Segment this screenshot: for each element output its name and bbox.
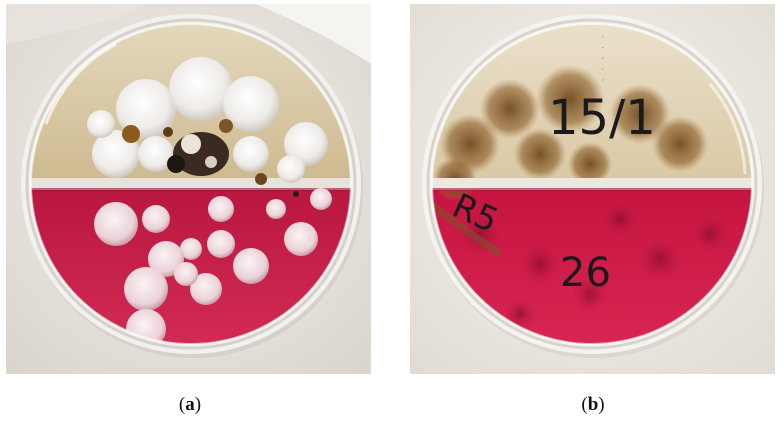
caption-b: (b) <box>563 394 623 416</box>
caption-a-close: ) <box>194 394 202 415</box>
colony-cluster-top <box>87 57 328 185</box>
caption-a: (a) <box>160 394 220 416</box>
svg-text:· · · · ·: · · · · · <box>597 34 607 83</box>
petri-dish-photo-a <box>6 4 371 374</box>
petri-dish-photo-b: · · · · · 15/1 R5 26 <box>410 4 775 374</box>
caption-a-letter: a <box>185 394 195 415</box>
handwriting-top: 15/1 <box>548 90 656 146</box>
colony-cluster-bottom <box>94 188 332 344</box>
caption-b-open: ( <box>581 394 588 415</box>
handwriting-bottom: 26 <box>560 250 611 296</box>
caption-b-letter: b <box>587 394 599 415</box>
caption-b-close: ) <box>598 394 605 415</box>
caption-a-open: ( <box>178 394 186 415</box>
